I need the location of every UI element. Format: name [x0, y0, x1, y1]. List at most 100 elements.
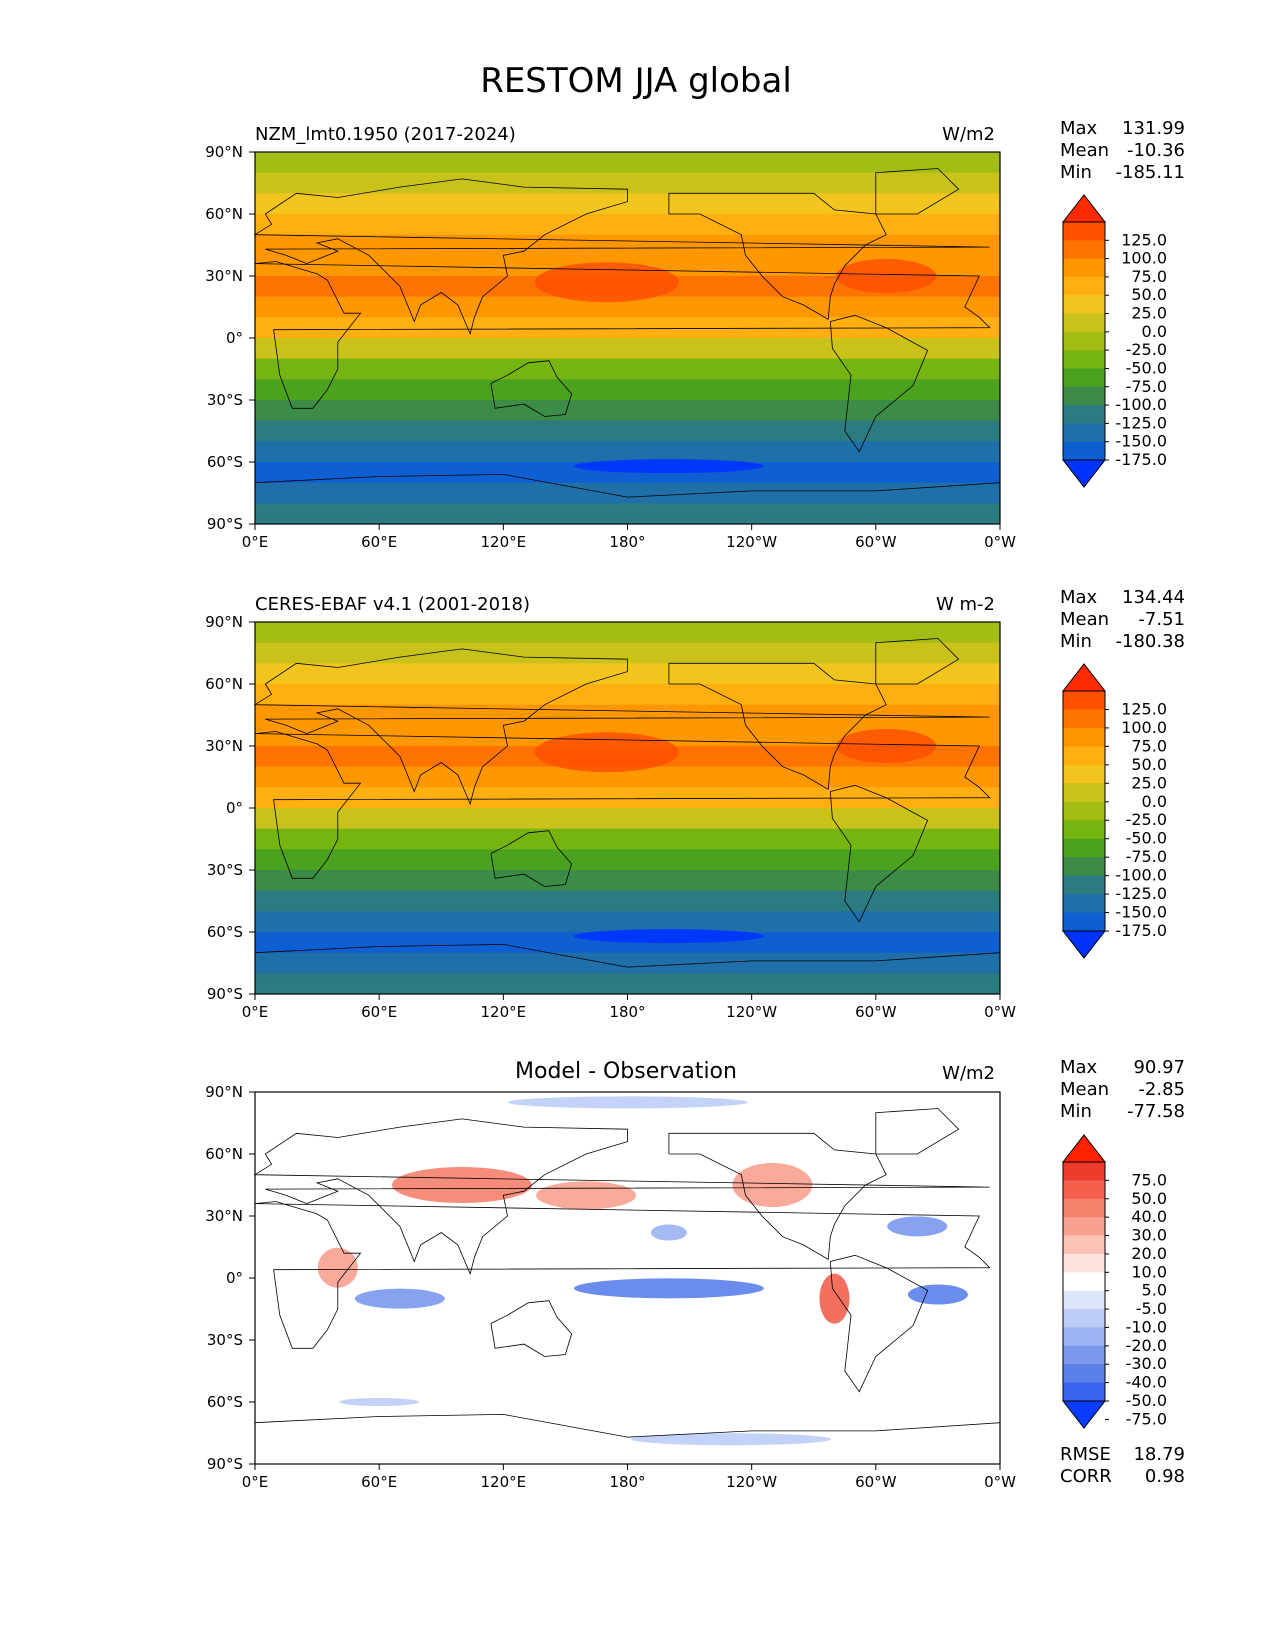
stat-max-value: 131.99 — [1122, 118, 1185, 139]
colorbar-label: 30.0 — [1131, 1226, 1167, 1245]
field-band — [255, 952, 1000, 964]
coastline — [875, 168, 960, 215]
corr-value: 0.98 — [1145, 1466, 1185, 1487]
x-tick-label: 60°W — [855, 533, 897, 551]
x-tick-label: 0°E — [242, 1473, 269, 1491]
colorbar-segment — [1063, 1327, 1105, 1347]
panel-units: W/m2 — [942, 1063, 995, 1084]
map-area: 0°E 60°E 120°E 180° 120°W 60°W 0°W 90°N 60°N 30°N… — [205, 1083, 1016, 1491]
field-band — [255, 963, 1000, 974]
coastline — [875, 638, 960, 685]
colorbar-segment — [1063, 894, 1105, 914]
x-tick-label: 120°W — [726, 533, 777, 551]
colorbar-segment — [1063, 1180, 1105, 1200]
field-band — [255, 317, 1000, 329]
coastline — [253, 648, 990, 806]
panel-observation: CERES-EBAF v4.1 (2001-2018) W m-2 0°E 60°… — [205, 587, 1185, 1021]
stat-mean-value: -10.36 — [1127, 140, 1185, 161]
y-tick-label: 90°N — [205, 143, 243, 161]
field-band — [255, 472, 1000, 484]
panel-title-left: CERES-EBAF v4.1 (2001-2018) — [255, 594, 530, 615]
colorbar-label: -100.0 — [1115, 866, 1167, 885]
y-tick-label: 0° — [226, 329, 243, 347]
field-blob — [650, 1224, 687, 1241]
colorbar-segment — [1063, 240, 1105, 260]
colorbar-label: -100.0 — [1115, 395, 1167, 414]
y-tick-label: 90°S — [207, 985, 243, 1003]
stat-mean-label: Mean — [1060, 140, 1109, 161]
coastline — [829, 1254, 929, 1393]
coastline — [254, 1201, 991, 1349]
x-tick-label: 180° — [609, 1003, 645, 1021]
stat-mean-value: -2.85 — [1138, 1079, 1185, 1100]
colorbar-label: -150.0 — [1115, 903, 1167, 922]
stat-mean-label: Mean — [1060, 1079, 1109, 1100]
field-band — [255, 400, 1000, 411]
y-tick-label: 60°N — [205, 205, 243, 223]
colorbar-label: -25.0 — [1126, 340, 1167, 359]
map-area: 0°E 60°E 120°E 180° 120°W 60°W 0°W 90°N 60°N 30°N… — [205, 143, 1016, 551]
field-band — [255, 493, 1000, 504]
colorbar-segment — [1063, 386, 1105, 406]
colorbar-segment — [1063, 709, 1105, 729]
x-tick-label: 0°E — [242, 533, 269, 551]
colorbar-segment — [1063, 1290, 1105, 1310]
field-band — [255, 224, 1000, 236]
colorbar-segment — [1063, 764, 1105, 784]
colorbar-label: -75.0 — [1126, 1409, 1167, 1428]
field-blob — [836, 259, 937, 293]
field-blob — [819, 1273, 850, 1324]
colorbar-segment — [1063, 1272, 1105, 1292]
field-band — [255, 983, 1000, 995]
colorbar-segment — [1063, 1235, 1105, 1255]
field-blob — [573, 929, 764, 944]
field-band — [255, 245, 1000, 256]
field-blob — [907, 1284, 968, 1305]
colorbar-label: 0.0 — [1142, 322, 1167, 341]
colorbar-segment — [1063, 1253, 1105, 1273]
coastline — [875, 1108, 960, 1155]
stat-min-label: Min — [1060, 631, 1092, 652]
field-band — [255, 642, 1000, 654]
colorbar-label: 75.0 — [1131, 736, 1167, 755]
colorbar-extend-max — [1061, 194, 1107, 223]
x-tick-label: 60°W — [855, 1003, 897, 1021]
colorbar: 125.0100.075.050.025.00.0-25.0-50.0-75.0… — [1061, 663, 1167, 959]
field-band — [255, 777, 1000, 788]
colorbar-label: 100.0 — [1121, 249, 1167, 268]
field-band — [255, 839, 1000, 850]
colorbar-frame — [1062, 221, 1106, 461]
coastline — [254, 261, 991, 409]
rmse-label: RMSE — [1060, 1444, 1111, 1465]
colorbar-extend-max — [1061, 1134, 1107, 1163]
colorbar-label: -50.0 — [1126, 1391, 1167, 1410]
colorbar-label: -25.0 — [1126, 810, 1167, 829]
colorbar-segment — [1063, 746, 1105, 766]
stat-mean-label: Mean — [1060, 609, 1109, 630]
y-tick-label: 60°S — [207, 923, 243, 941]
stat-min-value: -77.58 — [1127, 1101, 1185, 1122]
stat-max-label: Max — [1060, 587, 1098, 608]
colorbar-label: 25.0 — [1131, 304, 1167, 323]
colorbar-segment — [1063, 1364, 1105, 1384]
colorbar: 125.0100.075.050.025.00.0-25.0-50.0-75.0… — [1061, 194, 1167, 488]
field-band — [255, 431, 1000, 442]
colorbar-label: -125.0 — [1115, 884, 1167, 903]
field-blob — [391, 1167, 532, 1203]
x-tick-label: 0°W — [984, 533, 1016, 551]
y-tick-label: 60°S — [207, 453, 243, 471]
colorbar-label: 25.0 — [1131, 773, 1167, 792]
field-band — [255, 183, 1000, 194]
colorbar-segment — [1063, 1382, 1105, 1402]
field-band — [255, 255, 1000, 267]
field-band — [255, 797, 1000, 809]
colorbar-label: 0.0 — [1142, 792, 1167, 811]
colorbar-label: 75.0 — [1131, 1170, 1167, 1189]
coastline — [253, 178, 990, 336]
colorbar-label: -20.0 — [1126, 1336, 1167, 1355]
y-tick-label: 90°N — [205, 613, 243, 631]
field-band — [255, 818, 1000, 830]
field-band — [255, 704, 1000, 716]
colorbar-label: -5.0 — [1136, 1299, 1167, 1318]
colorbar-segment — [1063, 331, 1105, 351]
